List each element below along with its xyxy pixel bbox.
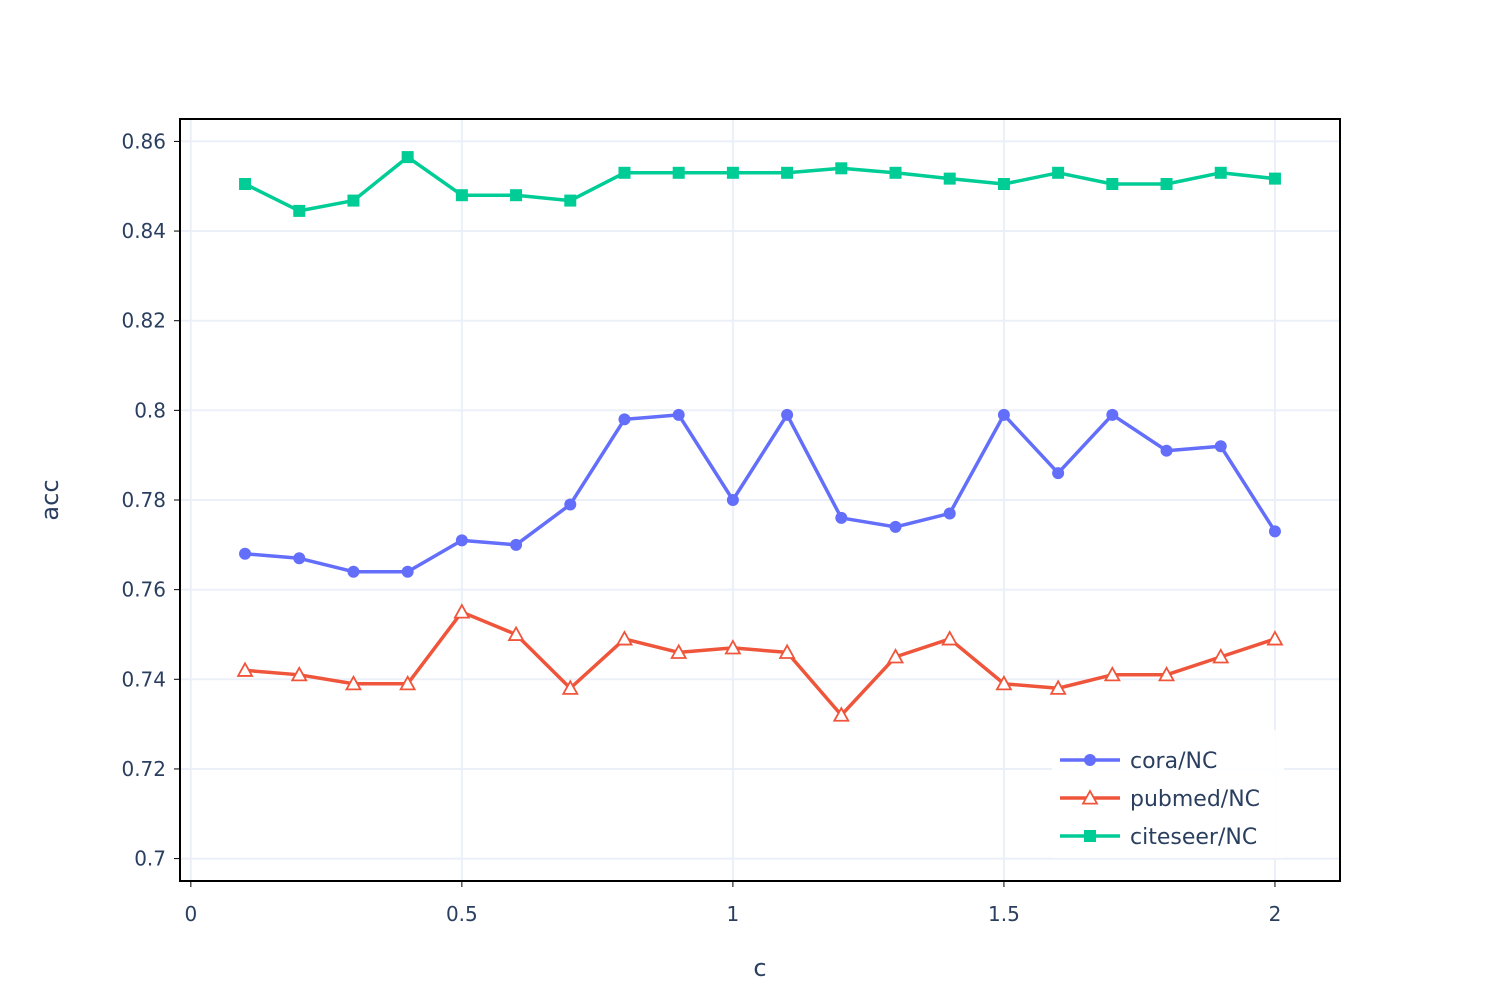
data-point	[1158, 665, 1176, 682]
data-point	[726, 166, 739, 179]
data-point	[726, 494, 739, 506]
y-axis-title: acc	[36, 479, 64, 520]
legend-label: pubmed/NC	[1130, 787, 1260, 812]
data-point	[615, 630, 634, 646]
data-point	[670, 643, 688, 659]
x-tick-label: 0.5	[446, 902, 478, 926]
series-pubmed-nc	[236, 603, 1284, 722]
data-point	[997, 177, 1010, 190]
legend-label: cora/NC	[1130, 749, 1217, 774]
x-tick-label: 0	[184, 902, 197, 926]
data-point	[835, 511, 848, 524]
data-point	[1266, 630, 1284, 646]
y-tick-label: 0.86	[121, 129, 166, 153]
data-point	[889, 520, 902, 533]
y-tick-label: 0.78	[121, 488, 166, 512]
legend-label: citeseer/NC	[1130, 825, 1257, 850]
data-point	[507, 625, 525, 641]
x-tick-label: 1	[727, 902, 740, 926]
data-point	[401, 565, 414, 578]
data-point	[1214, 166, 1227, 179]
data-point	[1268, 172, 1281, 185]
data-point	[347, 565, 360, 578]
data-point	[781, 166, 794, 179]
y-tick-label: 0.84	[121, 219, 166, 243]
data-point	[455, 189, 468, 202]
data-point	[724, 639, 742, 655]
grid	[180, 119, 1340, 881]
data-point	[293, 204, 306, 217]
data-point	[561, 679, 579, 695]
data-point	[455, 534, 468, 547]
data-point	[886, 648, 905, 664]
data-point	[401, 151, 414, 164]
data-point	[239, 547, 252, 560]
data-point	[618, 413, 631, 426]
data-point	[1106, 408, 1119, 421]
data-point	[1268, 525, 1281, 538]
data-point	[453, 603, 471, 619]
x-axis-title: c	[753, 954, 766, 982]
y-tick-label: 0.76	[121, 578, 166, 602]
data-point	[290, 665, 308, 682]
data-point	[399, 674, 417, 691]
legend: cora/NC pubmed/NC citeseer/NC	[1052, 730, 1284, 858]
y-tick-label: 0.72	[121, 757, 166, 781]
legend-item-cora-nc: cora/NC	[1060, 749, 1217, 774]
legend-item-citeseer-nc: citeseer/NC	[1060, 825, 1257, 850]
data-point	[1160, 177, 1173, 190]
data-point	[832, 706, 850, 722]
data-point	[778, 643, 796, 659]
data-point	[510, 189, 523, 202]
data-point	[564, 194, 577, 207]
legend-marker	[1081, 789, 1099, 805]
data-point	[997, 408, 1010, 421]
data-point	[1106, 177, 1119, 190]
x-tick-label: 2	[1269, 902, 1282, 926]
data-point	[1212, 648, 1230, 664]
series-cora-nc	[239, 408, 1281, 578]
data-point	[995, 674, 1013, 691]
series-line	[244, 413, 1277, 574]
x-tick-label: 1.5	[988, 902, 1020, 926]
series-line	[244, 155, 1276, 213]
data-point	[344, 674, 362, 691]
y-tick-label: 0.82	[121, 309, 166, 333]
data-point	[889, 166, 902, 179]
y-tick-label: 0.74	[121, 667, 166, 691]
data-point	[239, 177, 252, 190]
data-point	[781, 408, 794, 421]
series-layer	[236, 151, 1284, 722]
legend-marker	[1084, 830, 1096, 842]
series-line	[244, 610, 1276, 717]
data-point	[672, 408, 685, 421]
data-point	[941, 630, 959, 646]
data-point	[1103, 665, 1121, 682]
y-axis: 0.7 0.72 0.74 0.76 0.78 0.8 0.82 0.84 0.86	[121, 129, 180, 871]
data-point	[943, 507, 956, 520]
data-point	[1214, 440, 1227, 453]
data-point	[1160, 444, 1173, 457]
legend-marker	[1084, 754, 1096, 766]
data-point	[618, 166, 631, 179]
legend-item-pubmed-nc: pubmed/NC	[1060, 787, 1260, 812]
data-point	[236, 661, 254, 677]
data-point	[1049, 679, 1067, 695]
data-point	[835, 162, 848, 175]
data-point	[943, 172, 956, 185]
data-point	[510, 538, 523, 551]
data-point	[347, 194, 360, 207]
y-tick-label: 0.8	[134, 398, 166, 422]
data-point	[672, 166, 685, 179]
data-point	[1052, 166, 1065, 179]
y-tick-label: 0.7	[134, 847, 166, 871]
data-point	[293, 552, 306, 565]
data-point	[564, 498, 577, 511]
series-citeseer-nc	[239, 151, 1281, 217]
x-axis: 0 0.5 1 1.5 2	[184, 881, 1281, 926]
data-point	[1052, 467, 1065, 480]
